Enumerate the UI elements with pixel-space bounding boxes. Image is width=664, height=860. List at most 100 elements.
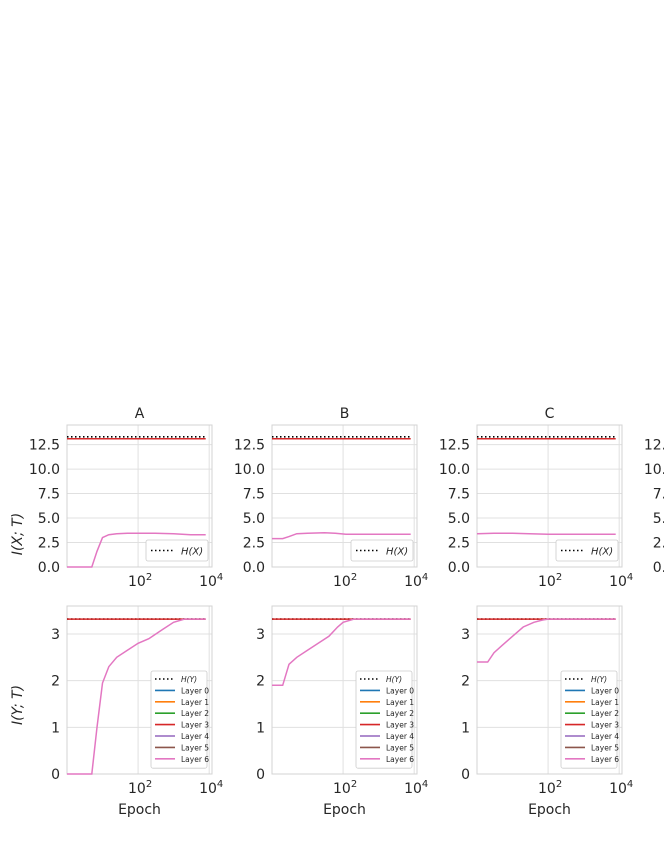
legend-label: Layer 4 — [181, 732, 209, 741]
y-tick-label: 1 — [256, 720, 265, 736]
iyt-axis-label: I(Y; T) — [10, 685, 26, 725]
y-tick-label: 10.0 — [29, 462, 60, 478]
y-tick-label: 10.0 — [439, 462, 470, 478]
y-tick-label: 5.0 — [243, 511, 265, 527]
y-tick-label: 5.0 — [38, 511, 60, 527]
legend: H(Y) Layer 0 Layer 1 Layer 2 Layer 3 Layer 4 L… — [150, 670, 209, 769]
legend-label: H(Y) — [386, 675, 402, 684]
chart-panel-a-ixt: A 0.0 2.5 5.0 7.5 10.0 12.5 102 104 H(X) — [29, 406, 223, 590]
y-tick-label: 5.0 — [448, 511, 470, 527]
legend-label: Layer 3 — [591, 721, 619, 730]
x-axis-label: Epoch — [528, 802, 571, 818]
legend-label: H(X) — [181, 547, 203, 558]
y-tick-label: 2.5 — [38, 536, 60, 552]
plot-frame — [271, 605, 418, 775]
legend-label: Layer 2 — [181, 709, 209, 718]
x-axis-label: Epoch — [323, 802, 366, 818]
x-tick-label: 104 — [609, 572, 633, 590]
x-tick-label: 104 — [199, 779, 223, 797]
y-tick-label: 2 — [256, 674, 265, 690]
y-tick-label: 0 — [51, 767, 60, 783]
legend-label: Layer 1 — [181, 698, 209, 707]
y-tick-label: 0.0 — [653, 560, 664, 576]
x-tick-label: 104 — [609, 779, 633, 797]
plot-frame — [66, 424, 213, 568]
legend-label: Layer 0 — [591, 686, 619, 695]
legend-label: Layer 6 — [591, 755, 619, 764]
x-tick-label: 102 — [333, 779, 357, 797]
legend-label: Layer 6 — [181, 755, 209, 764]
y-tick-label: 0.0 — [243, 560, 265, 576]
layer-6-line — [477, 618, 616, 663]
y-tick-label: 7.5 — [653, 487, 664, 503]
y-tick-label: 0.0 — [38, 560, 60, 576]
legend-label: Layer 2 — [386, 709, 414, 718]
y-tick-label: 2.5 — [653, 536, 664, 552]
y-tick-label: 3 — [256, 627, 265, 643]
legend-label: Layer 5 — [386, 743, 414, 752]
legend: H(Y) Layer 0 Layer 1 Layer 2 Layer 3 Layer 4 L… — [560, 670, 619, 769]
legend-label: Layer 5 — [591, 743, 619, 752]
legend-label: Layer 4 — [386, 732, 414, 741]
chart-panel-b-iyt: 0 1 2 3 102 104 Epoch H(Y) Layer 0 Layer 1 Layer 2… — [256, 605, 428, 818]
legend: H(Y) Layer 0 Layer 1 Layer 2 Layer 3 Layer 4 L… — [355, 670, 414, 769]
legend-label: Layer 5 — [181, 743, 209, 752]
legend-label: Layer 0 — [386, 686, 414, 695]
layer-6-line — [476, 532, 616, 535]
legend-label: Layer 3 — [386, 721, 414, 730]
layer-6-line — [67, 532, 206, 568]
y-tick-label: 3 — [51, 627, 60, 643]
y-tick-label: 12.5 — [644, 438, 664, 454]
chart-panel-c-iyt: 0 1 2 3 102 104 Epoch H(Y) Layer 0 Layer 1 Layer 2… — [461, 605, 633, 818]
x-tick-label: 104 — [404, 779, 428, 797]
legend-label: Layer 6 — [386, 755, 414, 764]
legend-label: H(Y) — [181, 675, 197, 684]
panel-title: C — [545, 406, 555, 422]
panel-title: A — [135, 406, 145, 422]
y-tick-label: 7.5 — [38, 487, 60, 503]
legend-label: Layer 0 — [181, 686, 209, 695]
y-tick-label: 12.5 — [439, 438, 470, 454]
x-axis-label: Epoch — [118, 802, 161, 818]
x-tick-label: 104 — [199, 572, 223, 590]
chart-panel-c-ixt: C 0.0 2.5 5.0 7.5 10.0 12.5 102 104 H(X) — [439, 406, 633, 590]
layer-6-line — [272, 531, 411, 540]
plot-frame — [476, 605, 623, 775]
legend: H(X) — [145, 539, 209, 562]
legend-label: H(X) — [386, 547, 408, 558]
panel-title: B — [340, 406, 350, 422]
legend-label: H(Y) — [591, 675, 607, 684]
chart-panel-a-iyt: 0 1 2 3 102 104 Epoch H(Y) Layer 0 Layer 1 Layer 2… — [51, 605, 223, 818]
chart-panel-b-ixt: B 0.0 2.5 5.0 7.5 10.0 12.5 102 104 H(X) — [234, 406, 428, 590]
y-tick-label: 2 — [461, 674, 470, 690]
y-tick-label: 1 — [461, 720, 470, 736]
layer-6-line — [272, 618, 411, 687]
ixt-axis-label: I(X; T) — [10, 513, 26, 555]
y-tick-label: 2.5 — [243, 536, 265, 552]
legend-label: Layer 2 — [591, 709, 619, 718]
x-tick-label: 102 — [128, 779, 152, 797]
x-tick-label: 102 — [538, 572, 562, 590]
y-tick-label: 12.5 — [29, 438, 60, 454]
legend-label: Layer 1 — [591, 698, 619, 707]
plot-frame — [66, 605, 213, 775]
legend-label: Layer 4 — [591, 732, 619, 741]
y-tick-label: 10.0 — [644, 462, 664, 478]
y-tick-label: 7.5 — [448, 487, 470, 503]
y-tick-label: 0.0 — [448, 560, 470, 576]
x-tick-label: 104 — [404, 572, 428, 590]
y-tick-label: 0 — [461, 767, 470, 783]
layer-6-line — [67, 618, 206, 775]
y-tick-label: 2 — [51, 674, 60, 690]
legend: H(X) — [350, 539, 414, 562]
plot-frame — [476, 424, 623, 568]
x-tick-label: 102 — [333, 572, 357, 590]
legend-label: Layer 3 — [181, 721, 209, 730]
y-tick-label: 2.5 — [448, 536, 470, 552]
y-tick-label: 1 — [51, 720, 60, 736]
y-tick-label: 10.0 — [234, 462, 265, 478]
chart-panel-d-ixt: 0.0 2.5 5.0 7.5 10.0 12.5 — [644, 438, 664, 576]
legend-label: Layer 1 — [386, 698, 414, 707]
plot-frame — [271, 424, 418, 568]
